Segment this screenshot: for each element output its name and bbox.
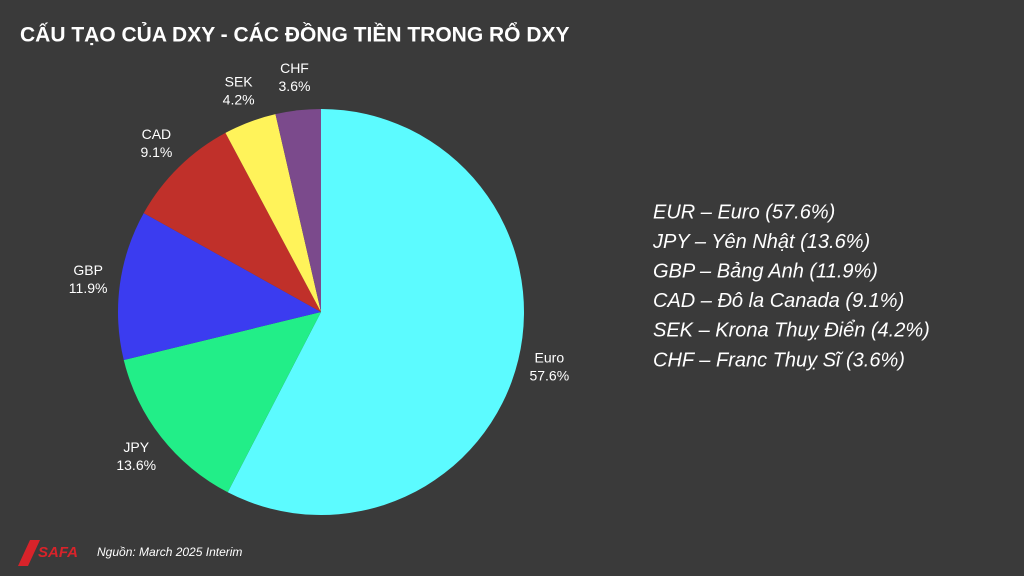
pie-slice (118, 213, 321, 361)
slice-value-label: 11.9% (69, 280, 108, 296)
slice-value-label: 3.6% (279, 78, 311, 94)
slice-value-label: 9.1% (140, 144, 172, 160)
slice-label: GBP (73, 262, 103, 278)
logo-mark (18, 540, 40, 566)
pie-slice (227, 109, 524, 515)
legend-entry: JPY – Yên Nhật (13.6%) (652, 231, 870, 253)
slice-label: JPY (123, 439, 149, 455)
source-note: Nguồn: March 2025 Interim (97, 545, 242, 559)
legend-entry: CHF – Franc Thuỵ Sĩ (3.6%) (653, 349, 905, 371)
slice-label: Euro (535, 349, 565, 365)
pie-slice (225, 114, 321, 312)
pie-slice (143, 132, 321, 312)
slice-value-label: 13.6% (116, 457, 156, 473)
legend-entry: EUR – Euro (57.6%) (653, 201, 835, 223)
slice-label: SEK (225, 74, 254, 90)
slice-label: CHF (280, 60, 309, 76)
pie-slice (275, 109, 321, 312)
logo: SAFA (38, 544, 78, 561)
legend-entry: GBP – Bảng Anh (11.9%) (653, 260, 878, 282)
legend-entry: CAD – Đô la Canada (9.1%) (653, 290, 904, 312)
pie-slice (123, 312, 321, 493)
slice-value-label: 57.6% (529, 367, 569, 383)
slice-value-label: 4.2% (223, 92, 255, 108)
slice-label: CAD (142, 126, 172, 142)
legend-entry: SEK – Krona Thuỵ Điển (4.2%) (653, 320, 930, 342)
chart-title: CẤU TẠO CỦA DXY - CÁC ĐỒNG TIỀN TRONG RỔ… (20, 23, 570, 47)
